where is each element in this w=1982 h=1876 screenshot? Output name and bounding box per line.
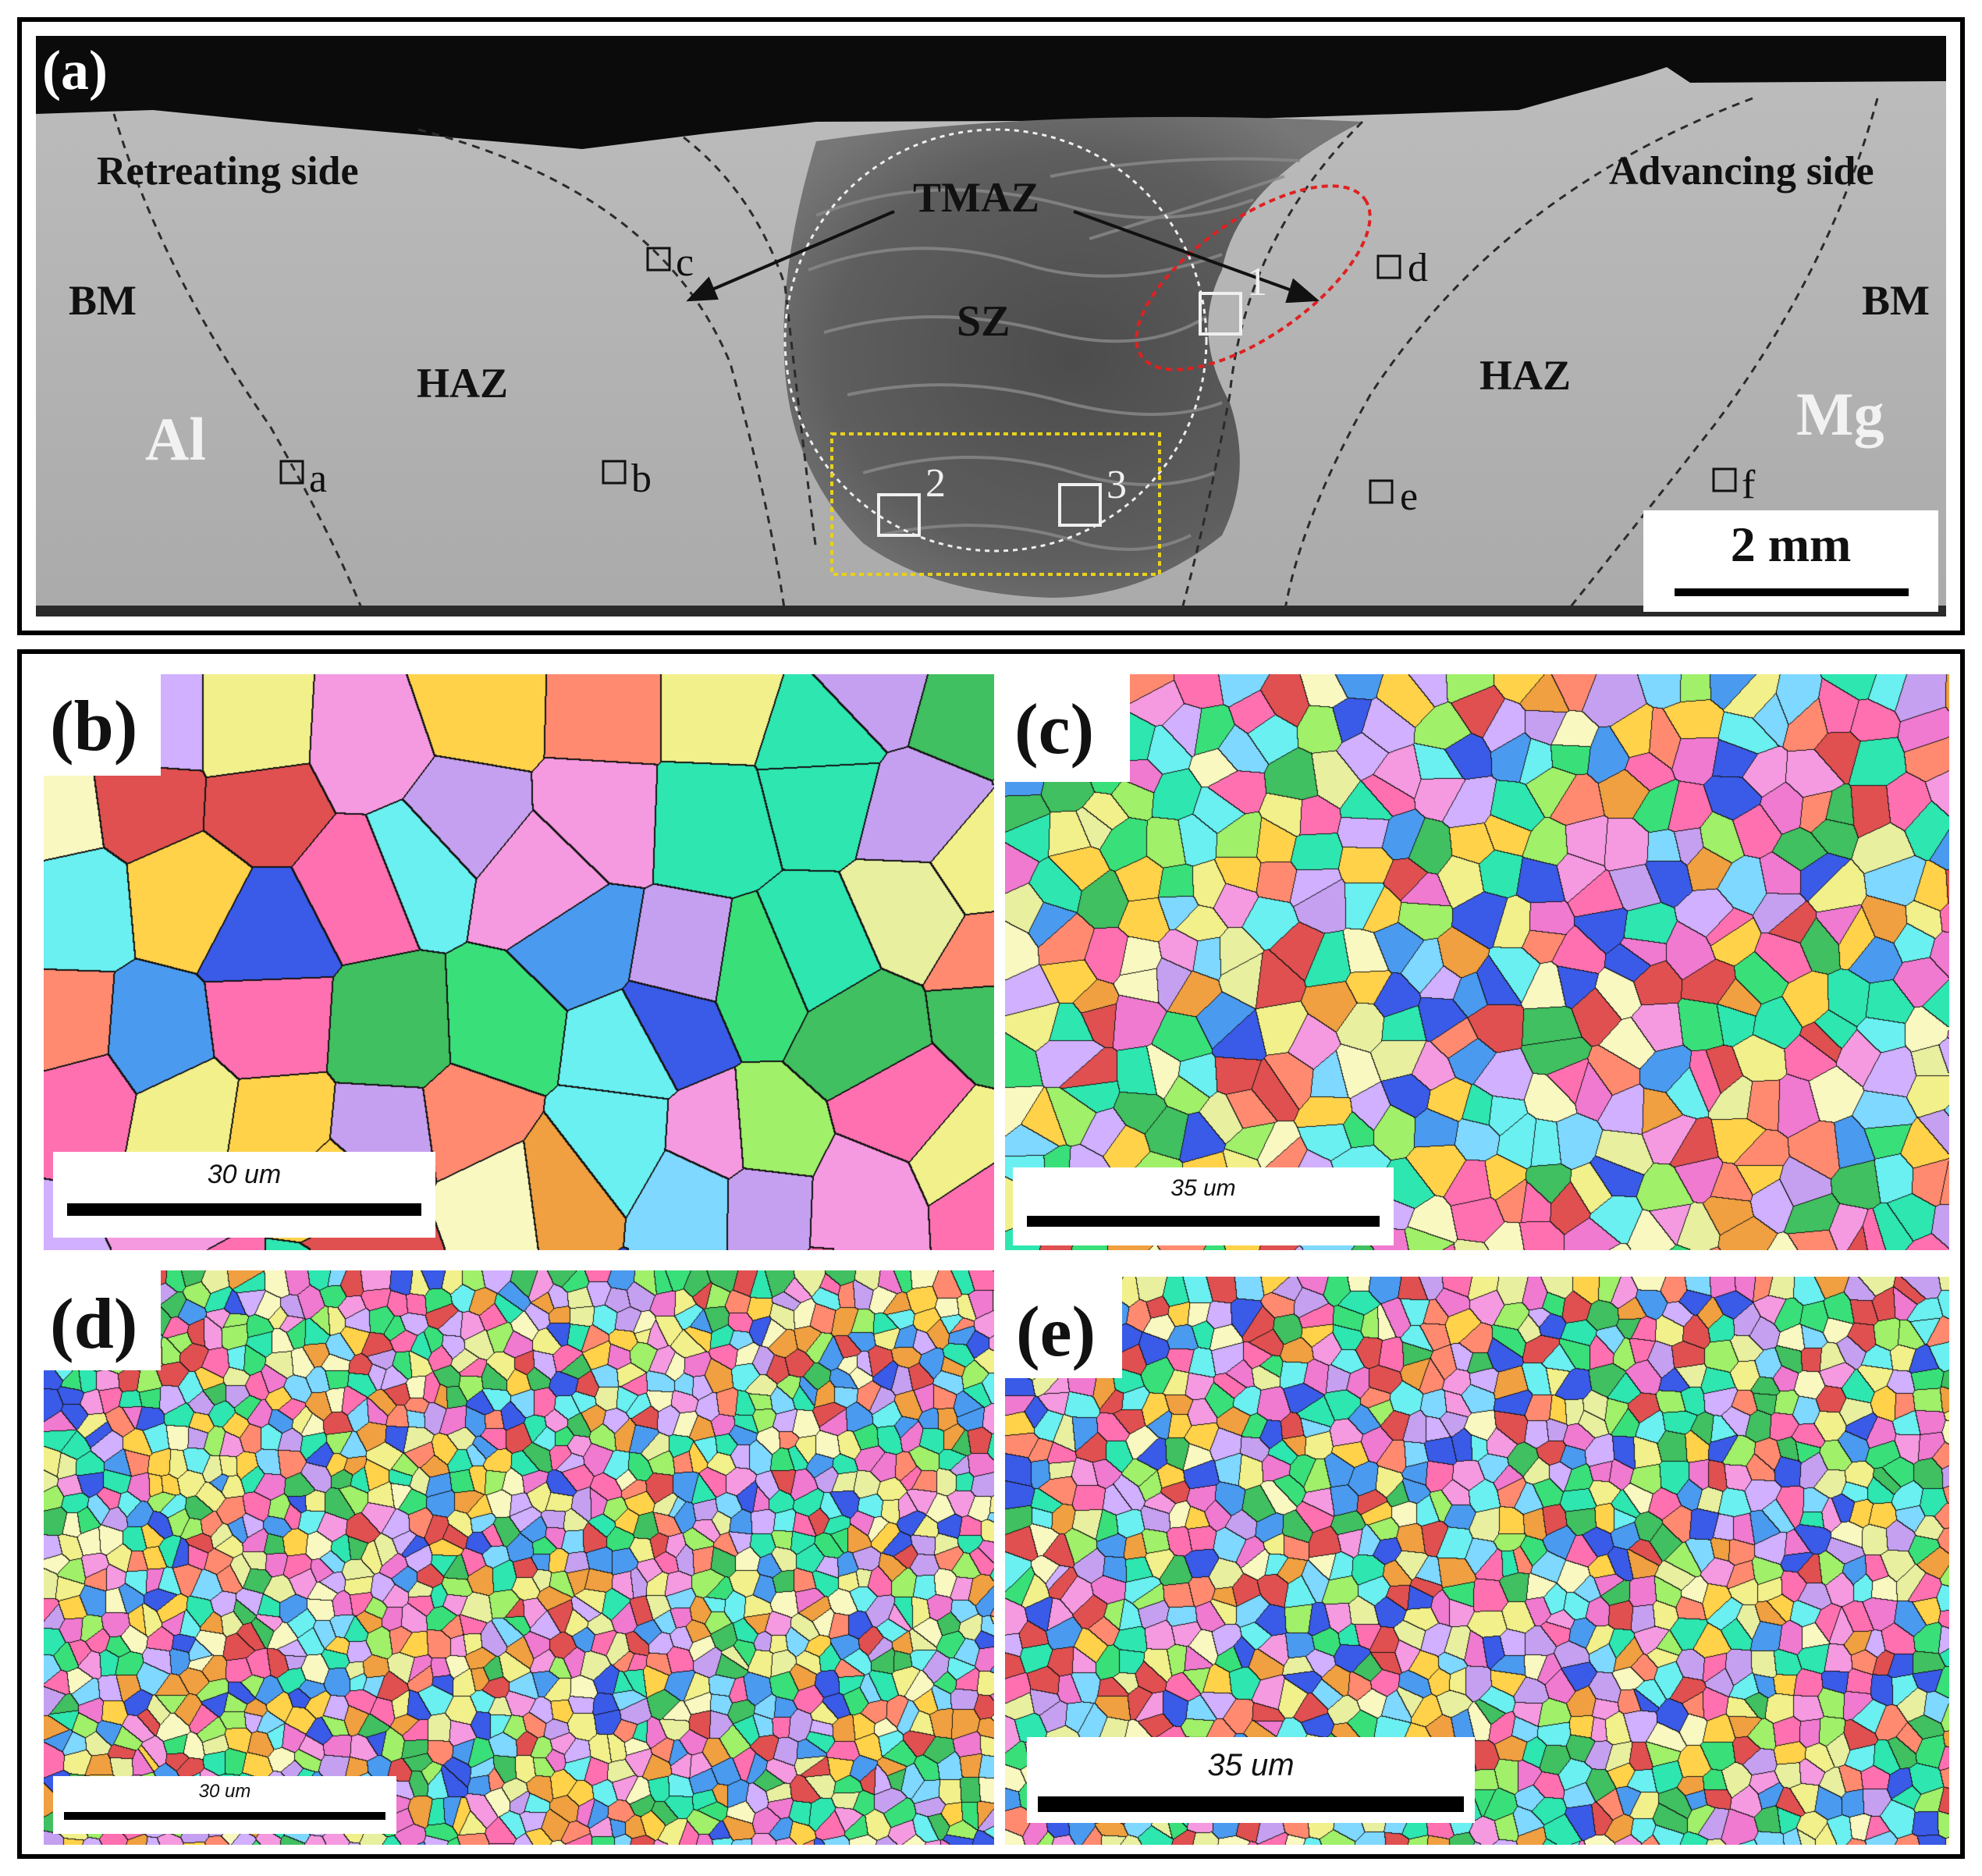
panel-c-scale-box: 35 um <box>1013 1167 1394 1245</box>
haz-left-label: HAZ <box>417 360 509 407</box>
panel-d-scale-bar <box>64 1812 385 1820</box>
tool-profile-circle <box>783 128 1208 552</box>
ebsd-map-d: (d) 30 um <box>44 1270 994 1845</box>
ebsd-panels-frame: (b) 30 um (c) 35 um (d) 30 um (e) 35 um <box>17 649 1965 1859</box>
advancing-side-label: Advancing side <box>1609 149 1874 194</box>
bm-right-label: BM <box>1862 277 1930 324</box>
mount-top-black <box>36 36 1946 149</box>
panel-a-letter: (a) <box>42 39 108 101</box>
stir-zone-dark-region <box>783 116 1362 598</box>
panel-c-letter-bg <box>1005 674 1130 782</box>
panel-e-scale-bar <box>1038 1796 1464 1812</box>
al-label: Al <box>145 405 206 473</box>
weld-cross-section-drawing <box>36 36 1946 616</box>
panel-e-scale-box: 35 um <box>1027 1737 1475 1823</box>
sample-label-c: c <box>676 240 694 285</box>
haz-right-label: HAZ <box>1479 352 1572 399</box>
panel-a-scale-box: 2 mm <box>1643 510 1938 612</box>
red-ellipse-region <box>1135 184 1372 371</box>
panel-d-letter-bg <box>44 1270 161 1370</box>
panel-b-scale-box: 30 um <box>53 1152 435 1238</box>
panel-c-scale-bar <box>1027 1216 1380 1227</box>
panel-b-scale-label: 30 um <box>207 1160 282 1189</box>
sample-label-f: f <box>1742 463 1756 507</box>
mg-label: Mg <box>1796 380 1884 448</box>
sample-label-e: e <box>1400 474 1419 519</box>
panel-a-frame: (a) Retreating side Advancing side BM BM… <box>17 17 1965 635</box>
panel-b-letter-bg <box>44 674 161 776</box>
tmaz-arrows <box>686 210 1320 304</box>
panel-c-letter: (c) <box>1014 689 1095 769</box>
ebsd-map-c: (c) 35 um <box>1005 674 1949 1250</box>
panel-c-scale-label: 35 um <box>1170 1175 1236 1201</box>
location-number-2: 2 <box>925 461 946 506</box>
panel-d-scale-label: 30 um <box>198 1781 251 1802</box>
ebsd-orientation-map-d <box>44 1270 994 1845</box>
location-number-1: 1 <box>1247 260 1267 304</box>
zone-boundaries <box>112 97 1879 614</box>
panel-e-scale-label: 35 um <box>1207 1748 1295 1782</box>
tmaz-label: TMAZ <box>913 174 1039 221</box>
retreating-side-label: Retreating side <box>97 149 359 194</box>
sample-label-b: b <box>631 457 652 501</box>
panel-e-letter: (e) <box>1016 1292 1096 1371</box>
bottom-edge <box>36 606 1946 616</box>
panel-d-letter: (d) <box>50 1284 138 1363</box>
panel-b-scale-bar <box>67 1203 421 1216</box>
sample-label-d: d <box>1408 246 1428 290</box>
ebsd-map-b: (b) 30 um <box>44 674 994 1250</box>
panel-d-scale-box: 30 um <box>53 1776 396 1834</box>
ebsd-location-squares <box>877 292 1242 537</box>
location-number-3: 3 <box>1106 463 1127 507</box>
panel-b-letter: (b) <box>50 686 138 766</box>
sample-label-a: a <box>309 457 328 501</box>
ebsd-map-e: (e) 35 um <box>1005 1277 1949 1845</box>
sample-markers <box>279 247 1737 504</box>
panel-a-scale-bar <box>1675 588 1909 596</box>
ebsd-orientation-map-c <box>1005 674 1949 1250</box>
panel-a-scale-label: 2 mm <box>1730 517 1852 572</box>
yellow-sz-box <box>830 432 1161 576</box>
panel-e-letter-bg <box>1005 1277 1122 1378</box>
stir-zone-flow-lines <box>808 157 1301 551</box>
sz-label: SZ <box>957 297 1011 346</box>
bm-left-label: BM <box>69 277 137 324</box>
weld-cross-section-micrograph: (a) Retreating side Advancing side BM BM… <box>36 36 1946 616</box>
